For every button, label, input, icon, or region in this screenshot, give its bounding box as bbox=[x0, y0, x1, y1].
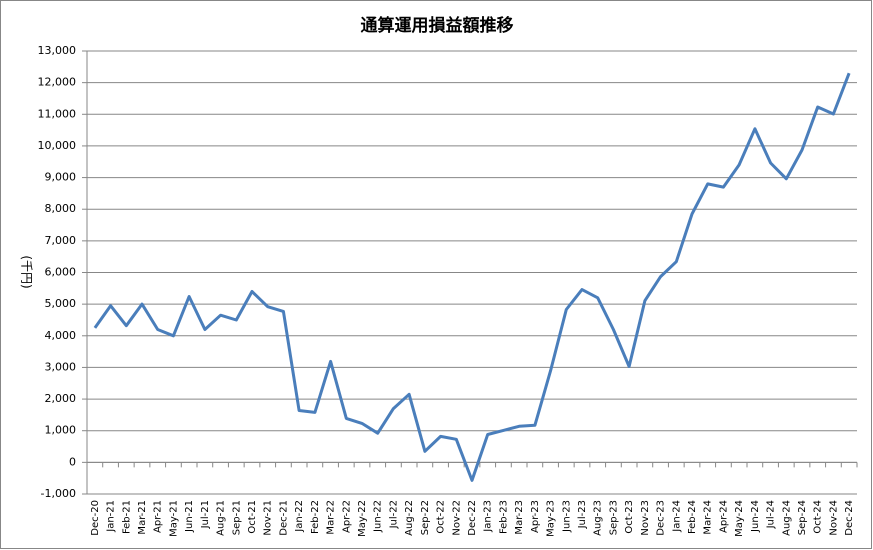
x-tick-label: Jan-21 bbox=[106, 500, 117, 533]
x-tick-label: Jun-23 bbox=[561, 500, 572, 533]
x-tick-label: Nov-21 bbox=[263, 500, 274, 536]
y-tick-label: 4,000 bbox=[45, 329, 77, 342]
x-tick-label: Jul-22 bbox=[388, 500, 399, 529]
x-tick-label: Dec-22 bbox=[467, 500, 478, 536]
x-tick-label: Mar-23 bbox=[514, 500, 525, 535]
x-tick-label: Feb-24 bbox=[687, 500, 698, 534]
x-tick-label: Apr-23 bbox=[530, 500, 541, 533]
x-tick-label: Jul-24 bbox=[766, 500, 777, 529]
x-tick-label: Feb-22 bbox=[310, 500, 321, 534]
x-tick-label: Feb-23 bbox=[498, 500, 509, 534]
x-tick-label: Feb-21 bbox=[121, 500, 132, 534]
x-tick-label: Aug-24 bbox=[781, 500, 792, 536]
x-tick-label: Jan-22 bbox=[294, 500, 305, 533]
y-tick-label: 2,000 bbox=[45, 392, 77, 405]
x-tick-label: Oct-23 bbox=[624, 500, 635, 534]
x-tick-label: Jun-21 bbox=[184, 500, 195, 533]
y-tick-label: 7,000 bbox=[45, 234, 77, 247]
y-tick-label: 1,000 bbox=[45, 424, 77, 437]
x-tick-label: Nov-22 bbox=[451, 500, 462, 536]
x-tick-label: May-24 bbox=[734, 500, 745, 537]
y-tick-label: 12,000 bbox=[38, 76, 77, 89]
data-line bbox=[93, 72, 851, 482]
y-tick-label: 6,000 bbox=[45, 266, 77, 279]
x-tick-label: Jul-23 bbox=[577, 500, 588, 529]
y-axis-label: (千円) bbox=[20, 255, 34, 288]
x-tick-label: Jan-23 bbox=[483, 500, 494, 533]
x-tick-label: Oct-22 bbox=[436, 500, 447, 534]
x-tick-label: Sep-21 bbox=[231, 500, 242, 535]
y-tick-label: 9,000 bbox=[45, 171, 77, 184]
x-tick-label: Sep-23 bbox=[608, 500, 619, 535]
x-tick-label: Aug-23 bbox=[593, 500, 604, 536]
x-tick-label: Aug-21 bbox=[216, 500, 227, 536]
x-tick-label: Dec-24 bbox=[844, 500, 855, 536]
x-tick-label: Jul-21 bbox=[200, 500, 211, 529]
x-tick-label: Jun-22 bbox=[373, 500, 384, 533]
x-tick-label: Mar-24 bbox=[703, 500, 714, 535]
x-tick-label: Jun-24 bbox=[750, 500, 761, 533]
y-tick-label: -1,000 bbox=[41, 487, 76, 500]
y-tick-label: 10,000 bbox=[38, 139, 77, 152]
x-tick-label: Dec-23 bbox=[656, 500, 667, 536]
y-tick-label: 3,000 bbox=[45, 360, 77, 373]
y-tick-label: 0 bbox=[69, 455, 76, 468]
y-tick-label: 11,000 bbox=[38, 107, 77, 120]
x-tick-label: May-23 bbox=[546, 500, 557, 537]
y-tick-label: 8,000 bbox=[45, 202, 77, 215]
x-tick-label: Mar-22 bbox=[326, 500, 337, 535]
y-tick-label: 13,000 bbox=[38, 44, 77, 57]
x-tick-label: Dec-20 bbox=[90, 500, 101, 536]
x-tick-label: Oct-24 bbox=[813, 500, 824, 534]
x-tick-label: Apr-24 bbox=[718, 500, 729, 533]
x-tick-label: Jan-24 bbox=[671, 500, 682, 533]
x-tick-label: Oct-21 bbox=[247, 500, 258, 534]
x-tick-label: Sep-24 bbox=[797, 500, 808, 535]
x-tick-label: Mar-21 bbox=[137, 500, 148, 535]
y-tick-label: 5,000 bbox=[45, 297, 77, 310]
x-tick-label: Aug-22 bbox=[404, 500, 415, 536]
x-tick-label: Dec-21 bbox=[278, 500, 289, 536]
chart-title: 通算運用損益額推移 bbox=[361, 15, 514, 36]
x-tick-label: Nov-24 bbox=[828, 500, 839, 536]
x-tick-label: Nov-23 bbox=[640, 500, 651, 536]
x-tick-label: Apr-21 bbox=[153, 500, 164, 533]
x-tick-label: Sep-22 bbox=[420, 500, 431, 535]
x-tick-label: Apr-22 bbox=[341, 500, 352, 533]
x-tick-label: May-22 bbox=[357, 500, 368, 537]
x-tick-label: May-21 bbox=[168, 500, 179, 537]
